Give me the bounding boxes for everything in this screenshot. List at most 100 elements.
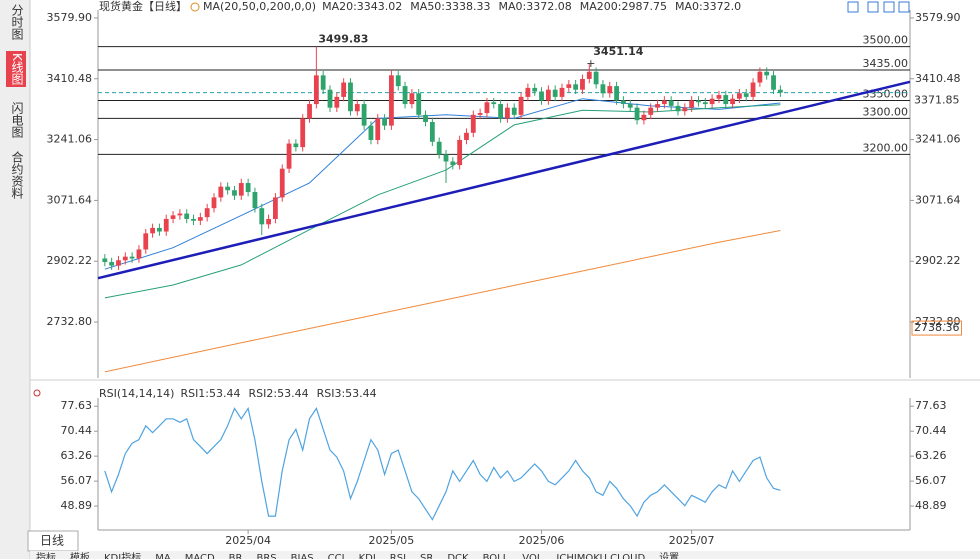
candle-body xyxy=(184,213,190,219)
y-tick-label: 48.89 xyxy=(61,499,93,512)
y-tick-label: 63.26 xyxy=(915,449,947,462)
legend-entry: MA0:3372.0 xyxy=(675,0,741,13)
rsi-title: RSI(14,14,14) xyxy=(99,387,174,400)
icon[interactable] xyxy=(898,1,910,13)
candle-body xyxy=(286,143,292,169)
candle-body xyxy=(593,71,599,85)
candle-body xyxy=(109,262,115,266)
price-marker-box xyxy=(911,320,962,336)
y-tick-label: 3071.64 xyxy=(915,193,961,206)
settings-icon[interactable] xyxy=(33,389,41,397)
indicator-tab[interactable]: MA xyxy=(155,553,171,559)
candle-body xyxy=(648,107,654,115)
rsi-line xyxy=(104,406,781,521)
indicator-tab[interactable]: VOL xyxy=(522,553,543,559)
candle-body xyxy=(614,86,619,101)
sidebar xyxy=(0,0,30,559)
legend-entry: MA20:3343.02 xyxy=(322,0,402,13)
y-tick-label: 70.44 xyxy=(915,424,947,437)
legend-entry: RSI2:53.44 xyxy=(249,387,309,400)
candle-body xyxy=(716,95,722,99)
y-tick-label: 56.07 xyxy=(61,474,93,487)
candle-body xyxy=(232,190,237,196)
indicator-tab[interactable]: 模板 xyxy=(70,551,90,559)
candle-body xyxy=(245,183,251,193)
indicator-tab[interactable]: CCI xyxy=(328,553,345,559)
sidebar-tab[interactable]: K线图 xyxy=(6,51,26,87)
candle-body xyxy=(313,75,319,105)
toolbar-icons xyxy=(847,1,910,13)
candle-body xyxy=(525,87,531,97)
candle-body xyxy=(464,132,469,140)
candle-body xyxy=(402,86,408,105)
legend-entry: RSI1:53.44 xyxy=(180,387,240,400)
candle-body xyxy=(116,260,121,266)
ma-line xyxy=(104,98,781,270)
icon[interactable] xyxy=(867,1,879,13)
indicator-tab[interactable]: 指标 xyxy=(36,551,56,559)
indicator-tab[interactable]: SR xyxy=(420,553,433,559)
candle-body xyxy=(136,249,142,259)
sidebar-tab[interactable]: 闪电图 xyxy=(10,102,24,138)
candle-body xyxy=(730,98,735,105)
candle-body xyxy=(566,84,572,88)
sidebar-tab[interactable]: 合约资料 xyxy=(10,151,24,199)
indicator-tab[interactable]: 设置 xyxy=(659,552,679,559)
ma-line xyxy=(104,230,781,373)
indicator-tab[interactable]: BRS xyxy=(256,553,276,559)
candle-body xyxy=(429,122,435,142)
candle-body xyxy=(389,75,394,126)
candle-body xyxy=(259,208,265,225)
sidebar-tab[interactable]: 分时图 xyxy=(10,4,24,40)
x-tick-label: 2025/06 xyxy=(519,534,565,547)
icon[interactable] xyxy=(847,1,859,13)
candle-body xyxy=(348,82,353,112)
candle-body xyxy=(293,143,299,148)
price-marker: 3371.85 xyxy=(914,94,960,107)
indicator-tab[interactable]: BR xyxy=(229,553,243,559)
indicator-tab[interactable]: BOLL xyxy=(483,553,509,559)
candle-body xyxy=(177,213,183,216)
x-tick-label: 2025/04 xyxy=(225,534,271,547)
candle-body xyxy=(668,100,674,106)
candle-body xyxy=(559,87,565,97)
indicator-tab[interactable]: BIAS xyxy=(291,553,314,559)
indicator-label: MA(20,50,0,200,0,0) xyxy=(203,0,316,13)
candle-body xyxy=(532,87,538,92)
candle-body xyxy=(675,105,681,112)
candle-body xyxy=(334,96,340,108)
candle-body xyxy=(764,71,770,76)
candle-body xyxy=(539,91,544,101)
indicator-tab[interactable]: KDJ xyxy=(359,553,376,559)
candle-body xyxy=(709,98,715,105)
candle-body xyxy=(266,218,271,225)
candle-body xyxy=(354,104,360,112)
candle-body xyxy=(505,107,510,119)
candle-body xyxy=(723,95,729,105)
candle-body xyxy=(586,71,592,79)
price-marker: 2738.36 xyxy=(914,321,960,334)
x-tick-label: 2025/05 xyxy=(369,534,415,547)
candle-body xyxy=(327,89,333,108)
candle-body xyxy=(436,141,442,155)
icon[interactable] xyxy=(883,1,895,13)
candle-body xyxy=(607,86,613,94)
legend-entry: MA200:2987.75 xyxy=(580,0,667,13)
toggle-icon[interactable] xyxy=(190,2,200,12)
candle-body xyxy=(689,100,695,108)
y-tick-label: 3071.64 xyxy=(47,193,93,206)
high-marker: + xyxy=(586,57,595,70)
indicator-tab[interactable]: KDJ指标 xyxy=(104,551,141,559)
indicator-tab[interactable]: RSI xyxy=(390,553,406,559)
indicator-tab[interactable]: DCK xyxy=(447,553,469,559)
candle-body xyxy=(737,93,742,99)
candle-body xyxy=(443,154,449,162)
chart-title: 现货黄金 xyxy=(99,0,143,13)
y-tick-label: 63.26 xyxy=(61,449,93,462)
candle-body xyxy=(696,100,701,103)
candle-body xyxy=(498,104,503,119)
indicator-tab[interactable]: ICHIMOKU CLOUD xyxy=(556,553,645,559)
indicator-tab[interactable]: MACD xyxy=(185,553,215,559)
legend-entry: RSI3:53.44 xyxy=(317,387,377,400)
candle-body xyxy=(102,258,108,263)
